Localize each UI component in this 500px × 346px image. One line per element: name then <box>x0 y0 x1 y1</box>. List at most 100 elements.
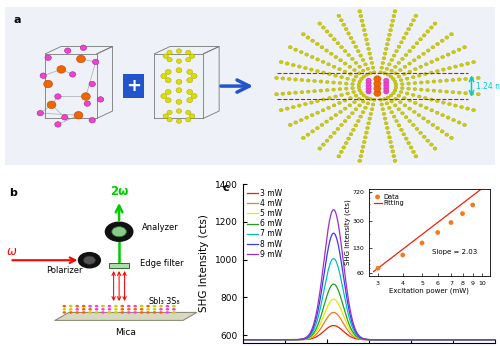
Circle shape <box>319 80 323 83</box>
Circle shape <box>176 59 182 63</box>
Circle shape <box>379 71 382 74</box>
Circle shape <box>364 136 368 139</box>
Circle shape <box>358 72 361 75</box>
Circle shape <box>361 111 365 114</box>
Circle shape <box>397 75 400 78</box>
Circle shape <box>402 72 406 76</box>
Circle shape <box>440 113 444 117</box>
Circle shape <box>419 65 422 69</box>
Circle shape <box>98 97 103 102</box>
3 mW <box>348 335 354 339</box>
Circle shape <box>360 150 364 153</box>
7 mW <box>284 338 290 342</box>
Circle shape <box>359 154 363 158</box>
Circle shape <box>394 86 398 89</box>
Circle shape <box>417 113 421 117</box>
Circle shape <box>348 72 352 76</box>
Circle shape <box>417 55 421 59</box>
Circle shape <box>389 94 393 97</box>
Circle shape <box>134 308 137 311</box>
Circle shape <box>114 308 117 311</box>
Circle shape <box>366 84 372 88</box>
Circle shape <box>187 90 192 94</box>
3 mW <box>487 338 493 342</box>
Line: 4 mW: 4 mW <box>243 312 495 340</box>
Circle shape <box>458 78 461 81</box>
Circle shape <box>426 139 430 142</box>
Circle shape <box>366 126 370 130</box>
Circle shape <box>374 78 380 83</box>
Circle shape <box>412 124 415 127</box>
Circle shape <box>400 128 404 131</box>
Circle shape <box>364 63 368 66</box>
Circle shape <box>186 117 191 122</box>
Circle shape <box>472 60 476 64</box>
Circle shape <box>163 54 168 58</box>
Circle shape <box>418 131 422 135</box>
Circle shape <box>167 57 172 62</box>
Circle shape <box>332 65 336 69</box>
Circle shape <box>392 92 396 95</box>
Circle shape <box>62 308 66 311</box>
5 mW <box>336 304 342 308</box>
Circle shape <box>445 133 449 136</box>
Circle shape <box>92 59 99 65</box>
Circle shape <box>383 117 387 120</box>
Circle shape <box>397 94 400 97</box>
Circle shape <box>167 50 172 55</box>
Circle shape <box>374 85 381 92</box>
Circle shape <box>161 93 166 99</box>
Circle shape <box>366 86 372 91</box>
Circle shape <box>336 42 340 45</box>
Text: Edge filter: Edge filter <box>140 258 184 267</box>
Circle shape <box>408 70 412 73</box>
Circle shape <box>347 53 350 57</box>
Circle shape <box>348 65 352 69</box>
Circle shape <box>430 26 434 29</box>
Circle shape <box>310 101 314 104</box>
Circle shape <box>372 98 376 101</box>
3 mW <box>330 324 336 328</box>
Circle shape <box>430 98 433 101</box>
9 mW <box>336 230 342 235</box>
Circle shape <box>334 95 338 98</box>
Circle shape <box>364 38 368 41</box>
Circle shape <box>406 27 410 31</box>
3 mW <box>284 338 290 342</box>
Circle shape <box>344 62 347 65</box>
Circle shape <box>381 108 384 111</box>
Circle shape <box>88 305 92 307</box>
Circle shape <box>397 61 400 64</box>
Legend: 3 mW, 4 mW, 5 mW, 6 mW, 7 mW, 8 mW, 9 mW: 3 mW, 4 mW, 5 mW, 6 mW, 7 mW, 8 mW, 9 mW <box>244 186 286 262</box>
Circle shape <box>433 22 437 25</box>
Circle shape <box>350 57 354 61</box>
Circle shape <box>466 107 469 110</box>
Circle shape <box>458 91 461 94</box>
Circle shape <box>366 43 370 46</box>
Circle shape <box>390 145 394 148</box>
Circle shape <box>298 65 302 68</box>
Circle shape <box>398 100 402 104</box>
Circle shape <box>337 14 341 18</box>
Circle shape <box>340 46 344 49</box>
6 mW <box>487 338 493 342</box>
Circle shape <box>470 92 474 95</box>
Circle shape <box>404 116 408 119</box>
Circle shape <box>312 79 316 83</box>
4 mW <box>284 338 290 342</box>
Circle shape <box>306 79 310 82</box>
Circle shape <box>383 52 387 55</box>
Circle shape <box>394 49 398 53</box>
Circle shape <box>366 90 372 94</box>
Circle shape <box>426 89 430 92</box>
7 mW <box>268 338 274 342</box>
Circle shape <box>299 118 303 122</box>
Circle shape <box>176 119 182 123</box>
Circle shape <box>354 75 358 78</box>
Circle shape <box>440 39 444 43</box>
Circle shape <box>408 99 412 102</box>
Circle shape <box>190 114 195 118</box>
Circle shape <box>306 90 310 93</box>
Circle shape <box>187 98 192 103</box>
Circle shape <box>146 308 150 311</box>
